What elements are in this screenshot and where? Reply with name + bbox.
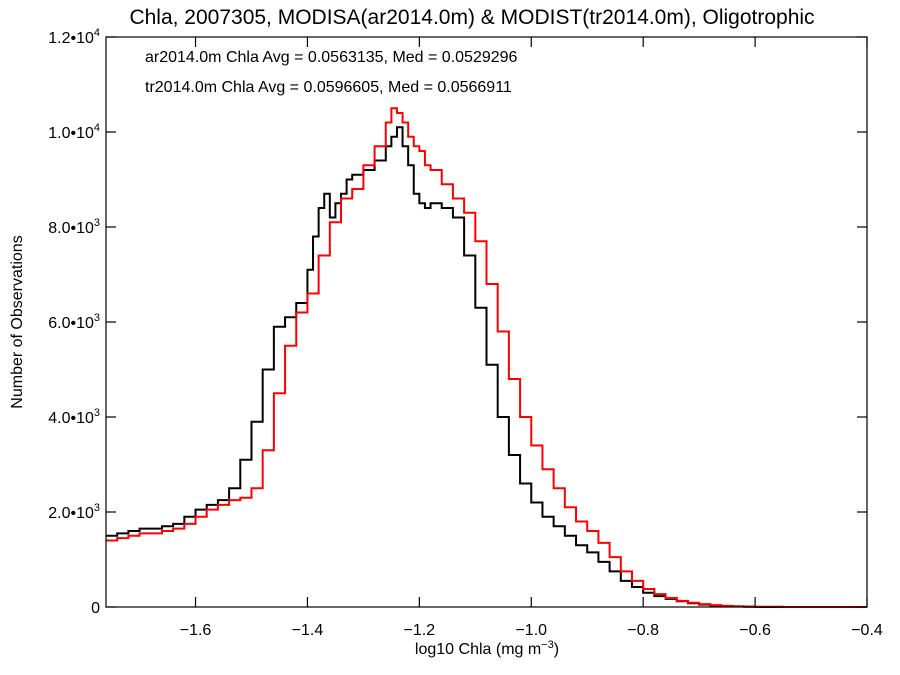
x-tick-label: −1.2 xyxy=(404,622,436,639)
x-tick-label: −0.8 xyxy=(627,622,659,639)
y-tick-label: 1.2•104 xyxy=(48,27,100,47)
y-tick-label: 2.0•103 xyxy=(48,502,100,522)
chart-title: Chla, 2007305, MODISA(ar2014.0m) & MODIS… xyxy=(129,6,814,29)
series-layer xyxy=(106,107,867,608)
x-tick-label: −1.4 xyxy=(292,622,324,639)
legend-annotation-ar: ar2014.0m Chla Avg = 0.0563135, Med = 0.… xyxy=(145,49,518,66)
y-tick-label: 0 xyxy=(91,600,100,617)
x-axis-label: log10 Chla (mg m−3) xyxy=(415,639,559,658)
x-tick-label: −0.6 xyxy=(739,622,771,639)
y-tick-label: 6.0•103 xyxy=(48,312,100,332)
legend-annotation-tr: tr2014.0m Chla Avg = 0.0596605, Med = 0.… xyxy=(145,79,512,96)
y-tick-label: 4.0•103 xyxy=(48,407,100,427)
x-tick-label: −1.0 xyxy=(515,622,547,639)
x-tick-label: −1.6 xyxy=(180,622,212,639)
y-axis-label: Number of Observations xyxy=(9,235,26,408)
y-tick-label: 1.0•104 xyxy=(48,122,100,142)
ticks-layer: −1.6 −1.4 −1.2 −1.0 −0.8 −0.6 −0.4 0 2.0•103 4.0•… xyxy=(48,27,883,639)
x-tick-label: −0.4 xyxy=(851,622,883,639)
series-line-0 xyxy=(106,126,867,608)
y-tick-label: 8.0•103 xyxy=(48,217,100,237)
series-line-1 xyxy=(106,107,867,608)
